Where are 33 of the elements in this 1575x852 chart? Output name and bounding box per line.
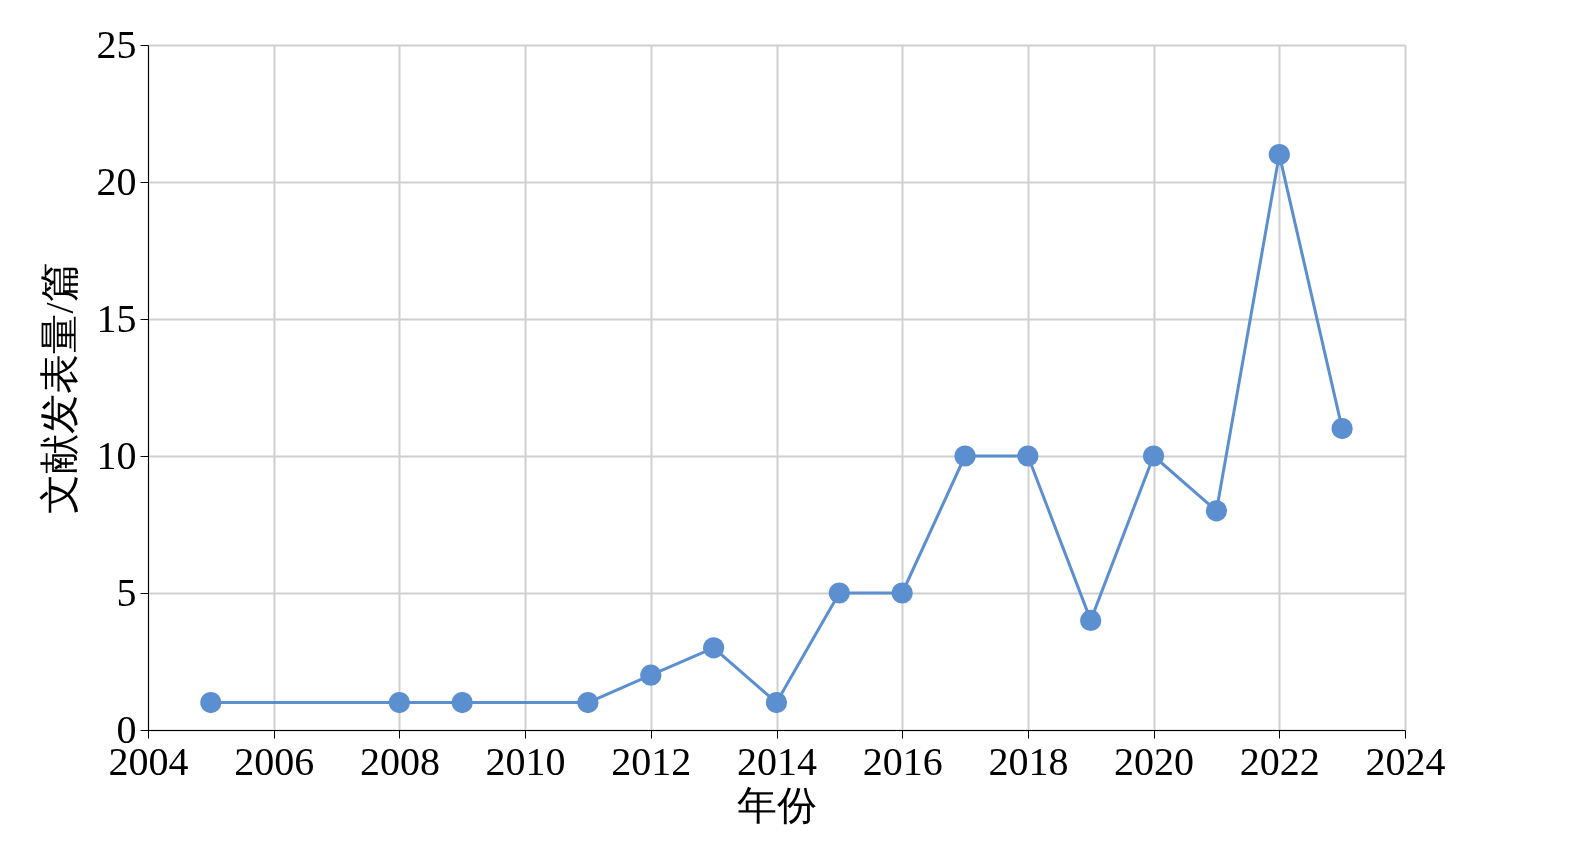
x-tick-label: 2014 [737, 738, 817, 784]
x-tick-label: 2006 [234, 738, 315, 784]
x-tick-label: 2010 [485, 738, 566, 784]
point [1080, 609, 1102, 631]
point [1205, 500, 1228, 522]
point [640, 664, 662, 686]
y-tick-label: 20 [96, 158, 137, 204]
x-tick-label: 2020 [1114, 738, 1195, 784]
point [200, 692, 222, 714]
x-tick-label: 2016 [862, 738, 943, 784]
y-axis-title: 文献发表量/篇 [36, 262, 82, 514]
y-tick-label: 10 [96, 432, 137, 478]
x-tick-label: 2024 [1365, 738, 1446, 784]
point [1331, 418, 1353, 440]
point [891, 582, 913, 604]
point [765, 692, 788, 714]
x-axis-title: 年份 [737, 782, 817, 828]
y-tick-label: 15 [96, 295, 137, 341]
y-tick-label: 25 [96, 21, 137, 67]
point [451, 692, 473, 714]
point [388, 692, 411, 714]
point [1017, 445, 1039, 467]
point [1142, 445, 1165, 467]
point [577, 692, 599, 714]
x-tick-label: 2012 [611, 738, 692, 784]
y-tick-label: 5 [116, 569, 137, 615]
point [1268, 144, 1290, 166]
x-tick-label: 2008 [359, 738, 440, 784]
x-tick-label: 2022 [1239, 738, 1320, 784]
x-tick-label: 2018 [988, 738, 1069, 784]
point [703, 637, 725, 659]
point [828, 582, 850, 604]
point [954, 445, 976, 467]
